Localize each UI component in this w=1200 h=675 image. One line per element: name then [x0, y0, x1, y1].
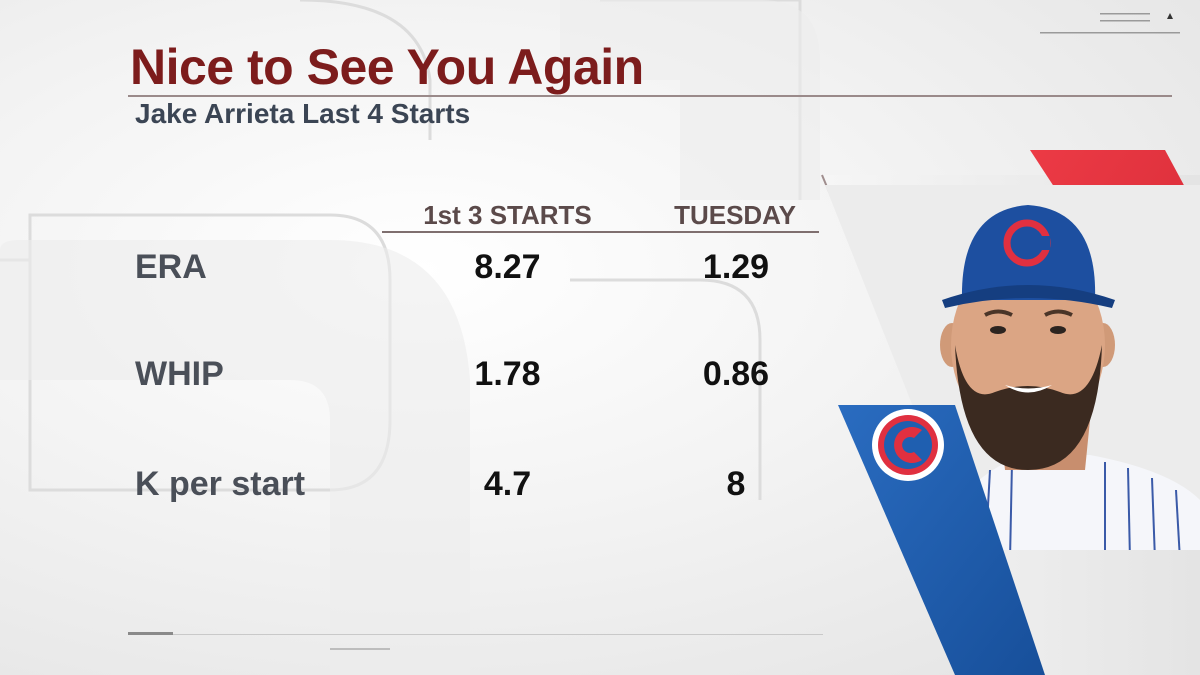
era-first-3-starts: 8.27 [474, 248, 541, 286]
page-subtitle: Jake Arrieta Last 4 Starts [135, 98, 471, 129]
row-label-k-per-start: K per start [135, 465, 306, 503]
triangle-up-icon [1167, 13, 1173, 19]
menu-lines-icon [1100, 13, 1150, 22]
top-menu-decoration [1040, 13, 1180, 34]
player-headshot [825, 185, 1200, 550]
title-divider [128, 95, 1172, 97]
row-label-era: ERA [135, 248, 207, 286]
whip-tuesday: 0.86 [702, 355, 770, 393]
row-label-whip: WHIP [135, 355, 224, 393]
page-title: Nice to See You Again [130, 39, 644, 95]
column-header-first-3-starts: 1st 3 STARTS [423, 200, 592, 230]
column-header-tuesday: TUESDAY [674, 200, 796, 230]
k-per-start-first-3-starts: 4.7 [483, 465, 532, 503]
bottom-accent-mark-secondary [330, 648, 390, 650]
bottom-divider [128, 634, 823, 635]
cubs-logo-icon [872, 409, 944, 481]
k-per-start-tuesday: 8 [726, 465, 746, 503]
cap-logo-icon [1003, 219, 1051, 267]
bottom-accent-mark [128, 632, 173, 635]
era-tuesday: 1.29 [702, 248, 770, 286]
whip-first-3-starts: 1.78 [474, 355, 541, 393]
header-divider [382, 231, 819, 233]
